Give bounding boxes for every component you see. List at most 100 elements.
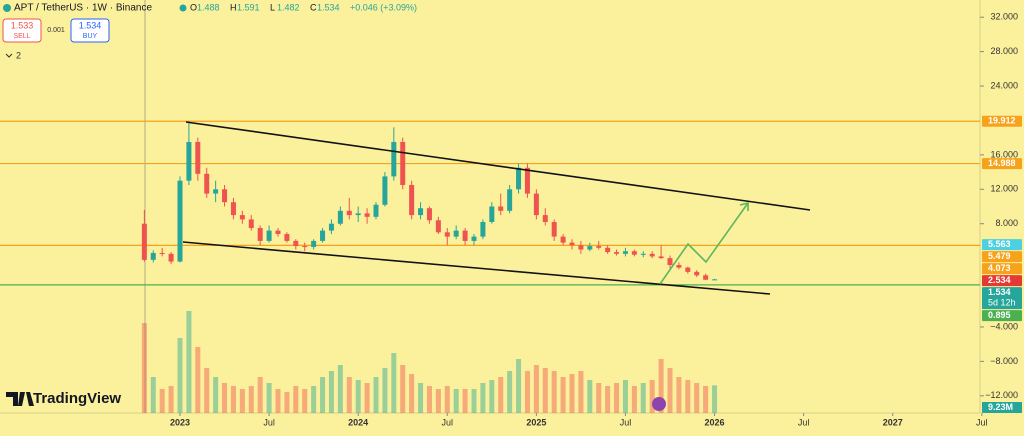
chevron[interactable]	[5, 53, 13, 58]
volume-bar	[302, 389, 308, 413]
volume-bar	[712, 385, 718, 413]
volume-bar	[364, 383, 370, 413]
volume-bar	[667, 368, 673, 413]
candle-body	[311, 240, 317, 247]
volume-bar	[355, 380, 361, 413]
ohlc-value: 1.488	[197, 2, 220, 12]
volume-bar	[640, 383, 646, 413]
x-tick-label: Jul	[442, 417, 454, 427]
candle-body	[551, 221, 557, 237]
candle-body	[141, 223, 147, 260]
candle-body	[346, 210, 352, 216]
volume-bar	[685, 380, 691, 413]
candle-body	[222, 189, 228, 203]
price-label: 2.534	[988, 275, 1011, 285]
volume-bar	[195, 347, 201, 413]
volume-bar	[524, 371, 530, 413]
volume-bar	[248, 386, 254, 413]
candle-body	[186, 141, 192, 181]
candle-body	[649, 253, 655, 257]
candle-body	[177, 180, 183, 262]
price-label-box	[982, 263, 1022, 275]
candle-body	[622, 251, 628, 254]
candle-body	[364, 213, 370, 217]
y-tick-label: 24.000	[990, 80, 1018, 90]
x-tick-label: Jul	[620, 417, 632, 427]
event-icon[interactable]	[652, 397, 666, 411]
volume-bar	[462, 389, 468, 413]
change: +0.046 (+3.09%)	[350, 2, 417, 12]
volume-bar	[284, 392, 290, 413]
sell-price: 1.533	[11, 20, 34, 30]
candle-body	[213, 189, 219, 194]
candle-body	[516, 167, 522, 190]
candle-body	[426, 208, 432, 221]
volume-bar	[230, 386, 236, 413]
x-tick-label: Jul	[798, 417, 810, 427]
volume-bar	[703, 386, 709, 413]
volume-bar	[222, 383, 228, 413]
volume-bar	[560, 377, 566, 413]
volume-bar	[614, 383, 620, 413]
buy-button[interactable]	[70, 18, 110, 43]
candle-body	[614, 252, 620, 254]
candle-body	[587, 246, 593, 250]
volume-bar	[489, 380, 495, 413]
y-tick-label: 8.000	[995, 218, 1018, 228]
candle-body	[373, 204, 379, 217]
volume-bar	[631, 386, 637, 413]
candle-body	[391, 141, 397, 177]
candle-body	[631, 251, 637, 255]
price-label-box	[982, 239, 1022, 251]
candle-body	[150, 252, 156, 260]
candle-body	[569, 242, 575, 246]
candle-body	[444, 232, 450, 237]
candle-body	[382, 176, 388, 205]
volume-bar	[204, 368, 210, 413]
candle-body	[239, 215, 245, 220]
volume-bar	[320, 377, 326, 413]
price-label-box	[982, 310, 1022, 322]
x-tick-label: 2027	[883, 417, 903, 427]
countdown: 5d 12h	[988, 298, 1016, 308]
volume-bar	[658, 359, 664, 413]
volume-label: 9.23M	[988, 402, 1013, 412]
x-tick-label: Jul	[263, 417, 275, 427]
ohlc-value: 1.482	[277, 2, 300, 12]
volume-bar	[551, 371, 557, 413]
ohlc-key: H	[230, 2, 237, 12]
candle-body	[498, 206, 504, 211]
ohlc-key: C	[310, 2, 317, 12]
volume-bar	[328, 371, 334, 413]
candle-body	[480, 221, 486, 237]
volume-bar	[435, 389, 441, 413]
candle-body	[471, 236, 477, 241]
volume-bar	[542, 368, 548, 413]
x-tick-label: 2026	[705, 417, 725, 427]
candle-body	[560, 236, 566, 243]
volume-bar	[453, 389, 459, 413]
candle-body	[168, 253, 174, 262]
sell-button[interactable]	[2, 18, 42, 43]
candle-body	[248, 219, 254, 229]
candle-body	[435, 220, 441, 233]
volume-bar	[587, 380, 593, 413]
x-tick-label: 2024	[348, 417, 368, 427]
trendline	[185, 121, 811, 211]
candle-body	[302, 246, 308, 248]
volume-bar	[409, 374, 415, 413]
y-tick-label: −4.000	[990, 321, 1018, 331]
candle-body	[712, 279, 718, 281]
candle-body	[159, 252, 165, 254]
volume-bar	[480, 383, 486, 413]
volume-bar	[400, 365, 406, 413]
ohlc-value: 1.591	[237, 2, 260, 12]
volume-bar	[177, 338, 183, 413]
price-label: 4.073	[988, 263, 1011, 273]
candle-body	[266, 230, 272, 241]
y-tick-label: −12.000	[985, 390, 1018, 400]
y-tick-label: −8.000	[990, 356, 1018, 366]
volume-label-box	[982, 402, 1022, 413]
x-tick-label: Jul	[976, 417, 988, 427]
volume-bar	[533, 365, 539, 413]
